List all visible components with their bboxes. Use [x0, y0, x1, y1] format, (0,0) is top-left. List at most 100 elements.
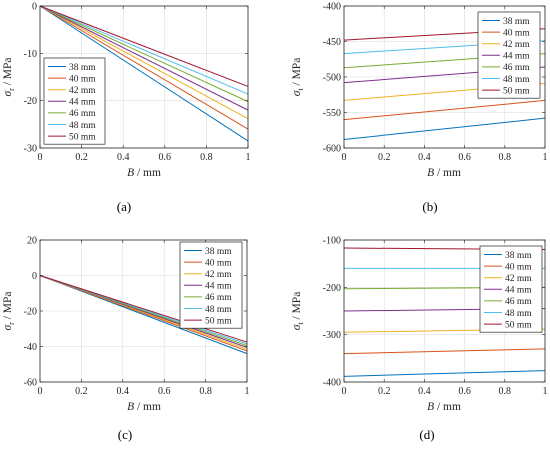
- y-axis-label-unit: / MPa: [2, 57, 14, 88]
- series-line-50-mm: [39, 275, 248, 343]
- y-tick-label: -100: [323, 236, 341, 247]
- panel-caption: (b): [422, 199, 437, 214]
- legend-entry: 44 mm: [69, 98, 96, 108]
- legend-entry: 40 mm: [503, 28, 530, 38]
- x-tick-label: 1: [246, 152, 251, 163]
- x-tick-label: 1: [245, 386, 250, 397]
- x-tick-label: 0.2: [75, 386, 88, 397]
- x-tick-label: 0.4: [418, 386, 431, 397]
- y-axis-label-unit: / MPa: [291, 58, 303, 89]
- y-tick-label: 0: [32, 2, 37, 13]
- y-tick-label: -600: [323, 144, 341, 155]
- y-axis-label-subscript: t: [296, 88, 305, 91]
- x-tick-label: 0.8: [199, 386, 212, 397]
- legend-entry: 48 mm: [503, 75, 530, 85]
- y-tick-label: -30: [24, 144, 37, 155]
- series-line-44-mm: [39, 5, 249, 111]
- legend-entry: 48 mm: [69, 121, 96, 131]
- y-tick-label: -400: [323, 2, 341, 13]
- y-axis-label-unit: / MPa: [2, 291, 14, 322]
- y-axis-label-subscript: r: [7, 322, 16, 325]
- legend-entry: 38 mm: [505, 251, 532, 261]
- x-tick-label: 0.8: [499, 386, 512, 397]
- panel-d: 0 0.2 0.4 0.6 0.8 1 -100 -200 -300 -400 B / mm σt /…: [291, 236, 548, 443]
- x-axis-label: B / mm: [427, 401, 461, 413]
- legend-entry: 46 mm: [69, 109, 96, 119]
- x-axis-label: B / mm: [427, 167, 461, 179]
- x-tick-label: 0: [342, 152, 347, 163]
- legend-entry: 42 mm: [205, 270, 232, 280]
- x-axis-label-symbol: B: [427, 401, 434, 413]
- series-line-40-mm: [343, 99, 546, 121]
- x-tick-label: 0.4: [117, 386, 130, 397]
- x-tick-label: 0.6: [458, 386, 471, 397]
- x-axis-label-unit: / mm: [134, 167, 161, 179]
- legend-entry: 48 mm: [505, 309, 532, 319]
- legend-entry: 46 mm: [503, 63, 530, 73]
- x-tick-label: 0.4: [117, 152, 130, 163]
- legend-entry: 40 mm: [505, 262, 532, 272]
- series-line-50-mm: [39, 5, 249, 87]
- legend-entry: 50 mm: [205, 316, 232, 326]
- y-axis-label: σr / MPa: [2, 57, 16, 96]
- y-axis-label-unit: / MPa: [291, 292, 303, 323]
- y-axis-label-symbol: σ: [2, 90, 14, 97]
- x-tick-label: 0: [38, 386, 43, 397]
- x-axis-label-unit: / mm: [134, 401, 161, 413]
- x-tick-label: 0.4: [418, 152, 431, 163]
- y-tick-label: 20: [27, 236, 37, 247]
- x-axis-label-symbol: B: [127, 167, 134, 179]
- panel-caption: (d): [419, 427, 434, 442]
- x-axis-label-symbol: B: [127, 401, 134, 413]
- legend-entry: 46 mm: [205, 293, 232, 303]
- legend-entry: 40 mm: [205, 258, 232, 268]
- x-tick-label: 1: [543, 152, 548, 163]
- legend-entry: 44 mm: [503, 52, 530, 62]
- y-tick-label: 0: [32, 271, 37, 282]
- legend-entry: 38 mm: [503, 17, 530, 27]
- legend-entry: 44 mm: [505, 286, 532, 296]
- series-line-46-mm: [39, 5, 249, 103]
- y-tick-label: -500: [323, 73, 341, 84]
- legend-entry: 42 mm: [505, 274, 532, 284]
- legend-entry: 50 mm: [69, 132, 96, 142]
- y-axis-label: σr / MPa: [2, 291, 16, 330]
- legend-entry: 42 mm: [69, 86, 96, 96]
- y-axis-label-symbol: σ: [291, 89, 303, 96]
- panel-a: 0 0.2 0.4 0.6 0.8 1 0 -10 -20 -30 B / mm σr / MPa 38…: [2, 2, 251, 215]
- legend-entry: 50 mm: [505, 320, 532, 330]
- y-axis-label-subscript: r: [7, 88, 16, 91]
- y-tick-label: -300: [323, 330, 341, 341]
- legend-entry: 44 mm: [205, 282, 232, 292]
- legend-entry: 38 mm: [69, 63, 96, 73]
- x-tick-label: 0.8: [200, 152, 213, 163]
- series-line-40-mm: [39, 5, 249, 130]
- legend-entry: 48 mm: [205, 305, 232, 315]
- y-tick-label: -10: [24, 49, 37, 60]
- series-line-38-mm: [343, 117, 546, 140]
- x-tick-label: 0.6: [159, 152, 172, 163]
- panel-b: 0 0.2 0.4 0.6 0.8 1 -400 -450 -500 -550 -600 B / mm…: [291, 2, 548, 215]
- x-tick-label: 0.2: [378, 152, 391, 163]
- legend-entry: 40 mm: [69, 74, 96, 84]
- y-tick-label: -550: [323, 108, 341, 119]
- series-line-40-mm: [343, 348, 546, 355]
- series-line-38-mm: [39, 5, 249, 142]
- x-tick-label: 0.2: [378, 386, 391, 397]
- x-tick-label: 0.6: [458, 152, 471, 163]
- x-axis-label: B / mm: [127, 401, 161, 413]
- x-tick-label: 0: [342, 386, 347, 397]
- y-tick-label: -40: [24, 342, 37, 353]
- panel-caption: (c): [118, 427, 132, 442]
- x-tick-label: 0: [38, 152, 43, 163]
- y-axis-label-symbol: σ: [2, 324, 14, 331]
- series-line-38-mm: [343, 370, 546, 377]
- panel-c: 0 0.2 0.4 0.6 0.8 1 20 0 -20 -40 -60 B / mm σr / MPa…: [2, 236, 250, 443]
- legend-entry: 38 mm: [205, 247, 232, 257]
- y-tick-label: -200: [323, 283, 341, 294]
